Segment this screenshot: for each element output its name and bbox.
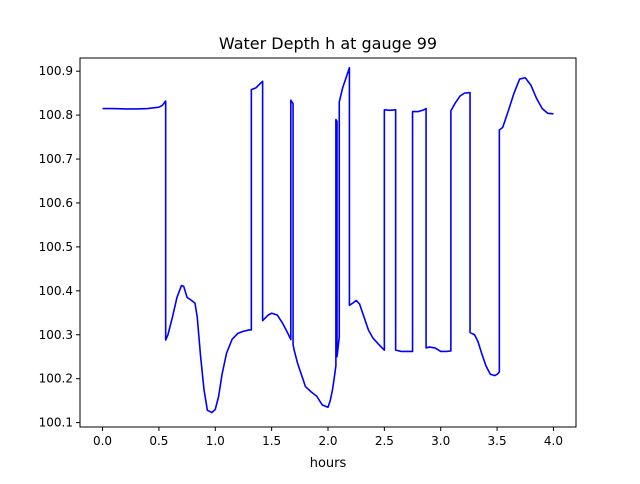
x-tick-label: 3.0	[431, 434, 450, 448]
x-axis-ticks: 0.0 0.5 1.0 1.5 2.0 2.5 3.0 3.5 4.0	[93, 427, 563, 448]
x-tick-label: 1.0	[206, 434, 225, 448]
y-tick-label: 100.5	[39, 240, 73, 254]
y-axis-ticks: 100.1 100.2 100.3 100.4 100.5 100.6 100.7 100.8…	[39, 64, 80, 430]
x-tick-label: 3.5	[488, 434, 507, 448]
x-tick-label: 1.5	[262, 434, 281, 448]
y-tick-label: 100.3	[39, 328, 73, 342]
x-axis-label: hours	[310, 456, 347, 471]
series-line	[102, 66, 554, 414]
y-tick-label: 100.2	[39, 372, 73, 386]
y-tick-label: 100.4	[39, 284, 73, 298]
x-tick-label: 0.0	[93, 434, 112, 448]
x-tick-label: 2.5	[375, 434, 394, 448]
y-tick-label: 100.6	[39, 196, 73, 210]
y-tick-label: 100.1	[39, 416, 73, 430]
y-tick-label: 100.7	[39, 152, 73, 166]
x-tick-label: 2.0	[318, 434, 337, 448]
x-tick-label: 0.5	[149, 434, 168, 448]
x-tick-label: 4.0	[544, 434, 563, 448]
chart-title: Water Depth h at gauge 99	[219, 34, 437, 53]
y-tick-label: 100.8	[39, 108, 73, 122]
y-tick-label: 100.9	[39, 64, 73, 78]
